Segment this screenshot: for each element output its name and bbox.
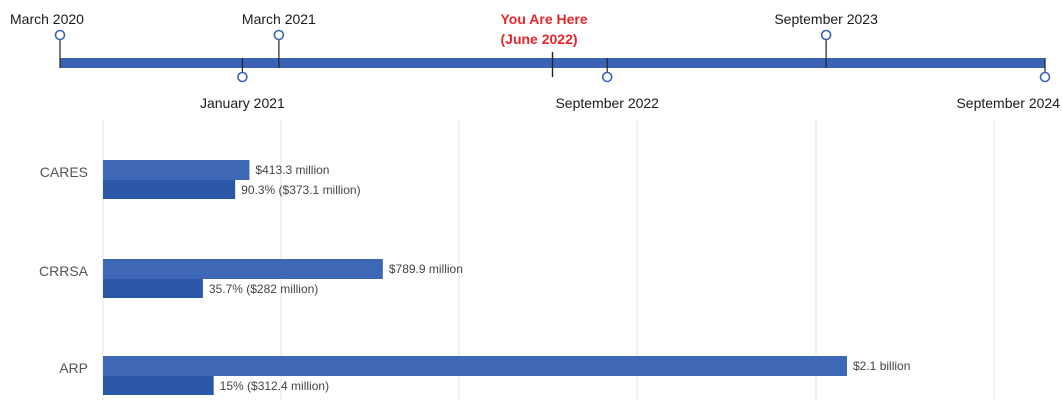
- category-label: ARP: [59, 360, 88, 376]
- timeline-marker: [1039, 71, 1051, 83]
- category-label: CARES: [40, 164, 88, 180]
- data-label-total: $789.9 million: [389, 262, 463, 276]
- data-label-total: $413.3 million: [255, 163, 329, 177]
- bar-spent: [103, 279, 203, 298]
- timeline-marker: [820, 29, 832, 41]
- data-label-spent: 35.7% ($282 million): [209, 282, 318, 296]
- bar-total: [103, 160, 250, 180]
- data-label-spent: 15% ($312.4 million): [220, 379, 329, 393]
- timeline-marker: [273, 29, 285, 41]
- bar-total: [103, 356, 847, 376]
- timeline-event-label: September 2023: [774, 11, 878, 27]
- timeline-event-label: September 2024: [956, 95, 1060, 111]
- timeline-event-label: March 2020: [10, 11, 84, 27]
- data-label-total: $2.1 billion: [853, 359, 910, 373]
- timeline-event-label: January 2021: [200, 95, 285, 111]
- data-label-spent: 90.3% ($373.1 million): [241, 183, 360, 197]
- timeline-event-label: September 2022: [555, 95, 659, 111]
- category-label: CRRSA: [39, 263, 89, 279]
- current-date-sublabel: (June 2022): [501, 31, 578, 47]
- timeline-marker: [601, 71, 613, 83]
- bar-spent: [103, 376, 214, 395]
- timeline-marker: [237, 71, 248, 83]
- bar-total: [103, 259, 383, 279]
- bar-spent: [103, 180, 236, 199]
- timeline-marker: [54, 29, 66, 41]
- current-date-label: You Are Here: [501, 11, 588, 27]
- timeline-event-label: March 2021: [242, 11, 316, 27]
